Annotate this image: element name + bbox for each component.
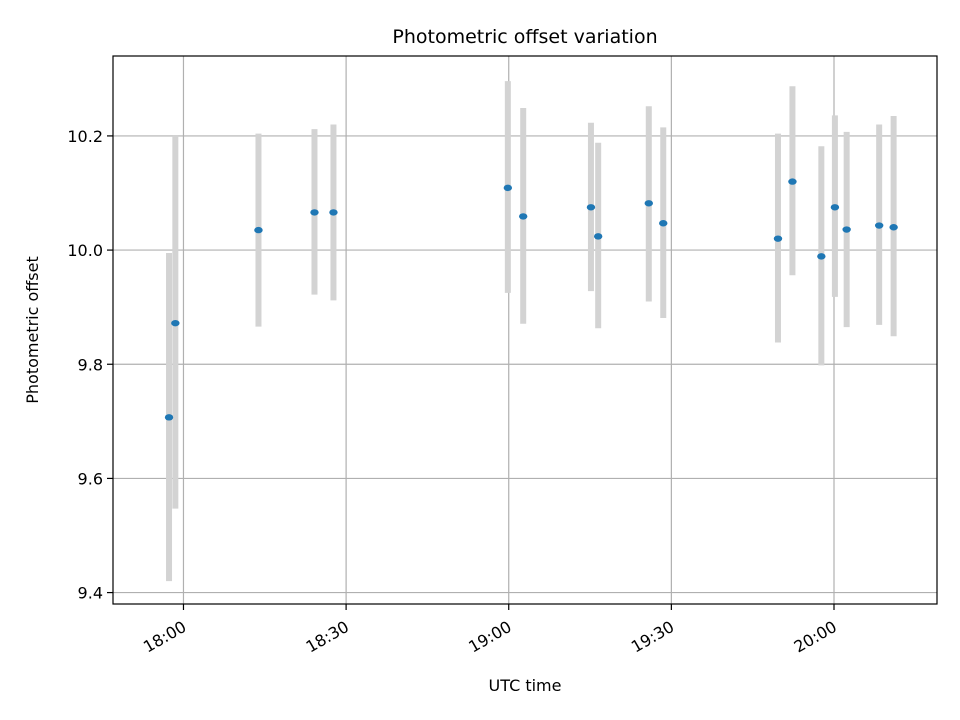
y-tick-label: 9.8 (78, 355, 103, 374)
y-tick-label: 10.2 (67, 127, 103, 146)
data-point (329, 209, 338, 216)
data-point (889, 224, 898, 231)
data-point (164, 414, 174, 421)
x-tick-label: 18:00 (140, 617, 189, 657)
data-point (593, 233, 603, 240)
x-tick-label: 19:00 (465, 617, 514, 657)
data-point (817, 253, 826, 260)
x-tick-label: 20:00 (791, 617, 840, 657)
data-point (171, 319, 180, 327)
data-point (773, 235, 783, 242)
data-point (874, 222, 884, 229)
data-point (586, 204, 596, 211)
errorbar-layer (166, 81, 897, 582)
data-point (254, 226, 263, 234)
data-point (659, 220, 668, 227)
data-point (842, 226, 851, 233)
x-axis-label: UTC time (489, 676, 562, 695)
x-tick-label: 19:30 (628, 617, 677, 657)
data-point (788, 178, 797, 185)
data-point (503, 184, 513, 192)
x-tick-label: 18:30 (303, 617, 352, 657)
data-point (518, 213, 528, 220)
y-tick-label: 9.4 (78, 584, 103, 603)
marker-layer (164, 178, 898, 421)
data-point (830, 204, 840, 211)
chart-title: Photometric offset variation (392, 26, 657, 48)
y-tick-label: 10.0 (67, 241, 103, 260)
y-axis-label: Photometric offset (23, 256, 42, 404)
data-point (644, 200, 653, 207)
plot-frame (112, 55, 938, 605)
y-tick-label: 9.6 (78, 469, 103, 488)
data-point (310, 209, 319, 216)
